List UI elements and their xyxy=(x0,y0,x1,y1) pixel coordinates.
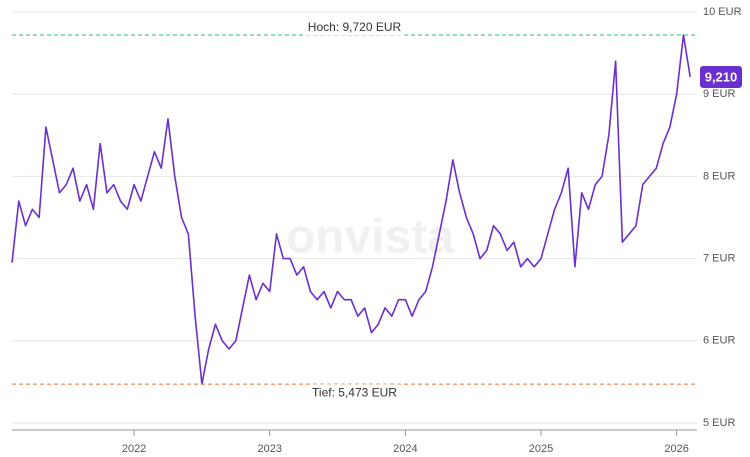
y-tick-label: 7 EUR xyxy=(703,253,735,265)
y-tick-label: 9 EUR xyxy=(703,88,735,100)
price-line xyxy=(11,34,692,385)
y-tick-label: 5 EUR xyxy=(703,417,735,429)
last-value-badge xyxy=(700,65,742,88)
y-tick-label: 10 EUR xyxy=(703,6,742,18)
high-label-bg xyxy=(304,19,405,36)
last-value-label: 9,210 xyxy=(705,69,738,84)
high-label: Hoch: 9,720 EUR xyxy=(308,20,402,34)
x-tick-label: 2022 xyxy=(122,443,146,455)
watermark: onvista xyxy=(286,211,454,264)
x-tick-label: 2025 xyxy=(529,443,553,455)
low-label-bg xyxy=(309,384,401,401)
y-tick-label: 8 EUR xyxy=(703,170,735,182)
x-tick-label: 2026 xyxy=(664,443,688,455)
x-tick-label: 2024 xyxy=(393,443,417,455)
y-tick-label: 6 EUR xyxy=(703,335,735,347)
x-tick-label: 2023 xyxy=(257,443,281,455)
low-label: Tief: 5,473 EUR xyxy=(312,385,397,399)
